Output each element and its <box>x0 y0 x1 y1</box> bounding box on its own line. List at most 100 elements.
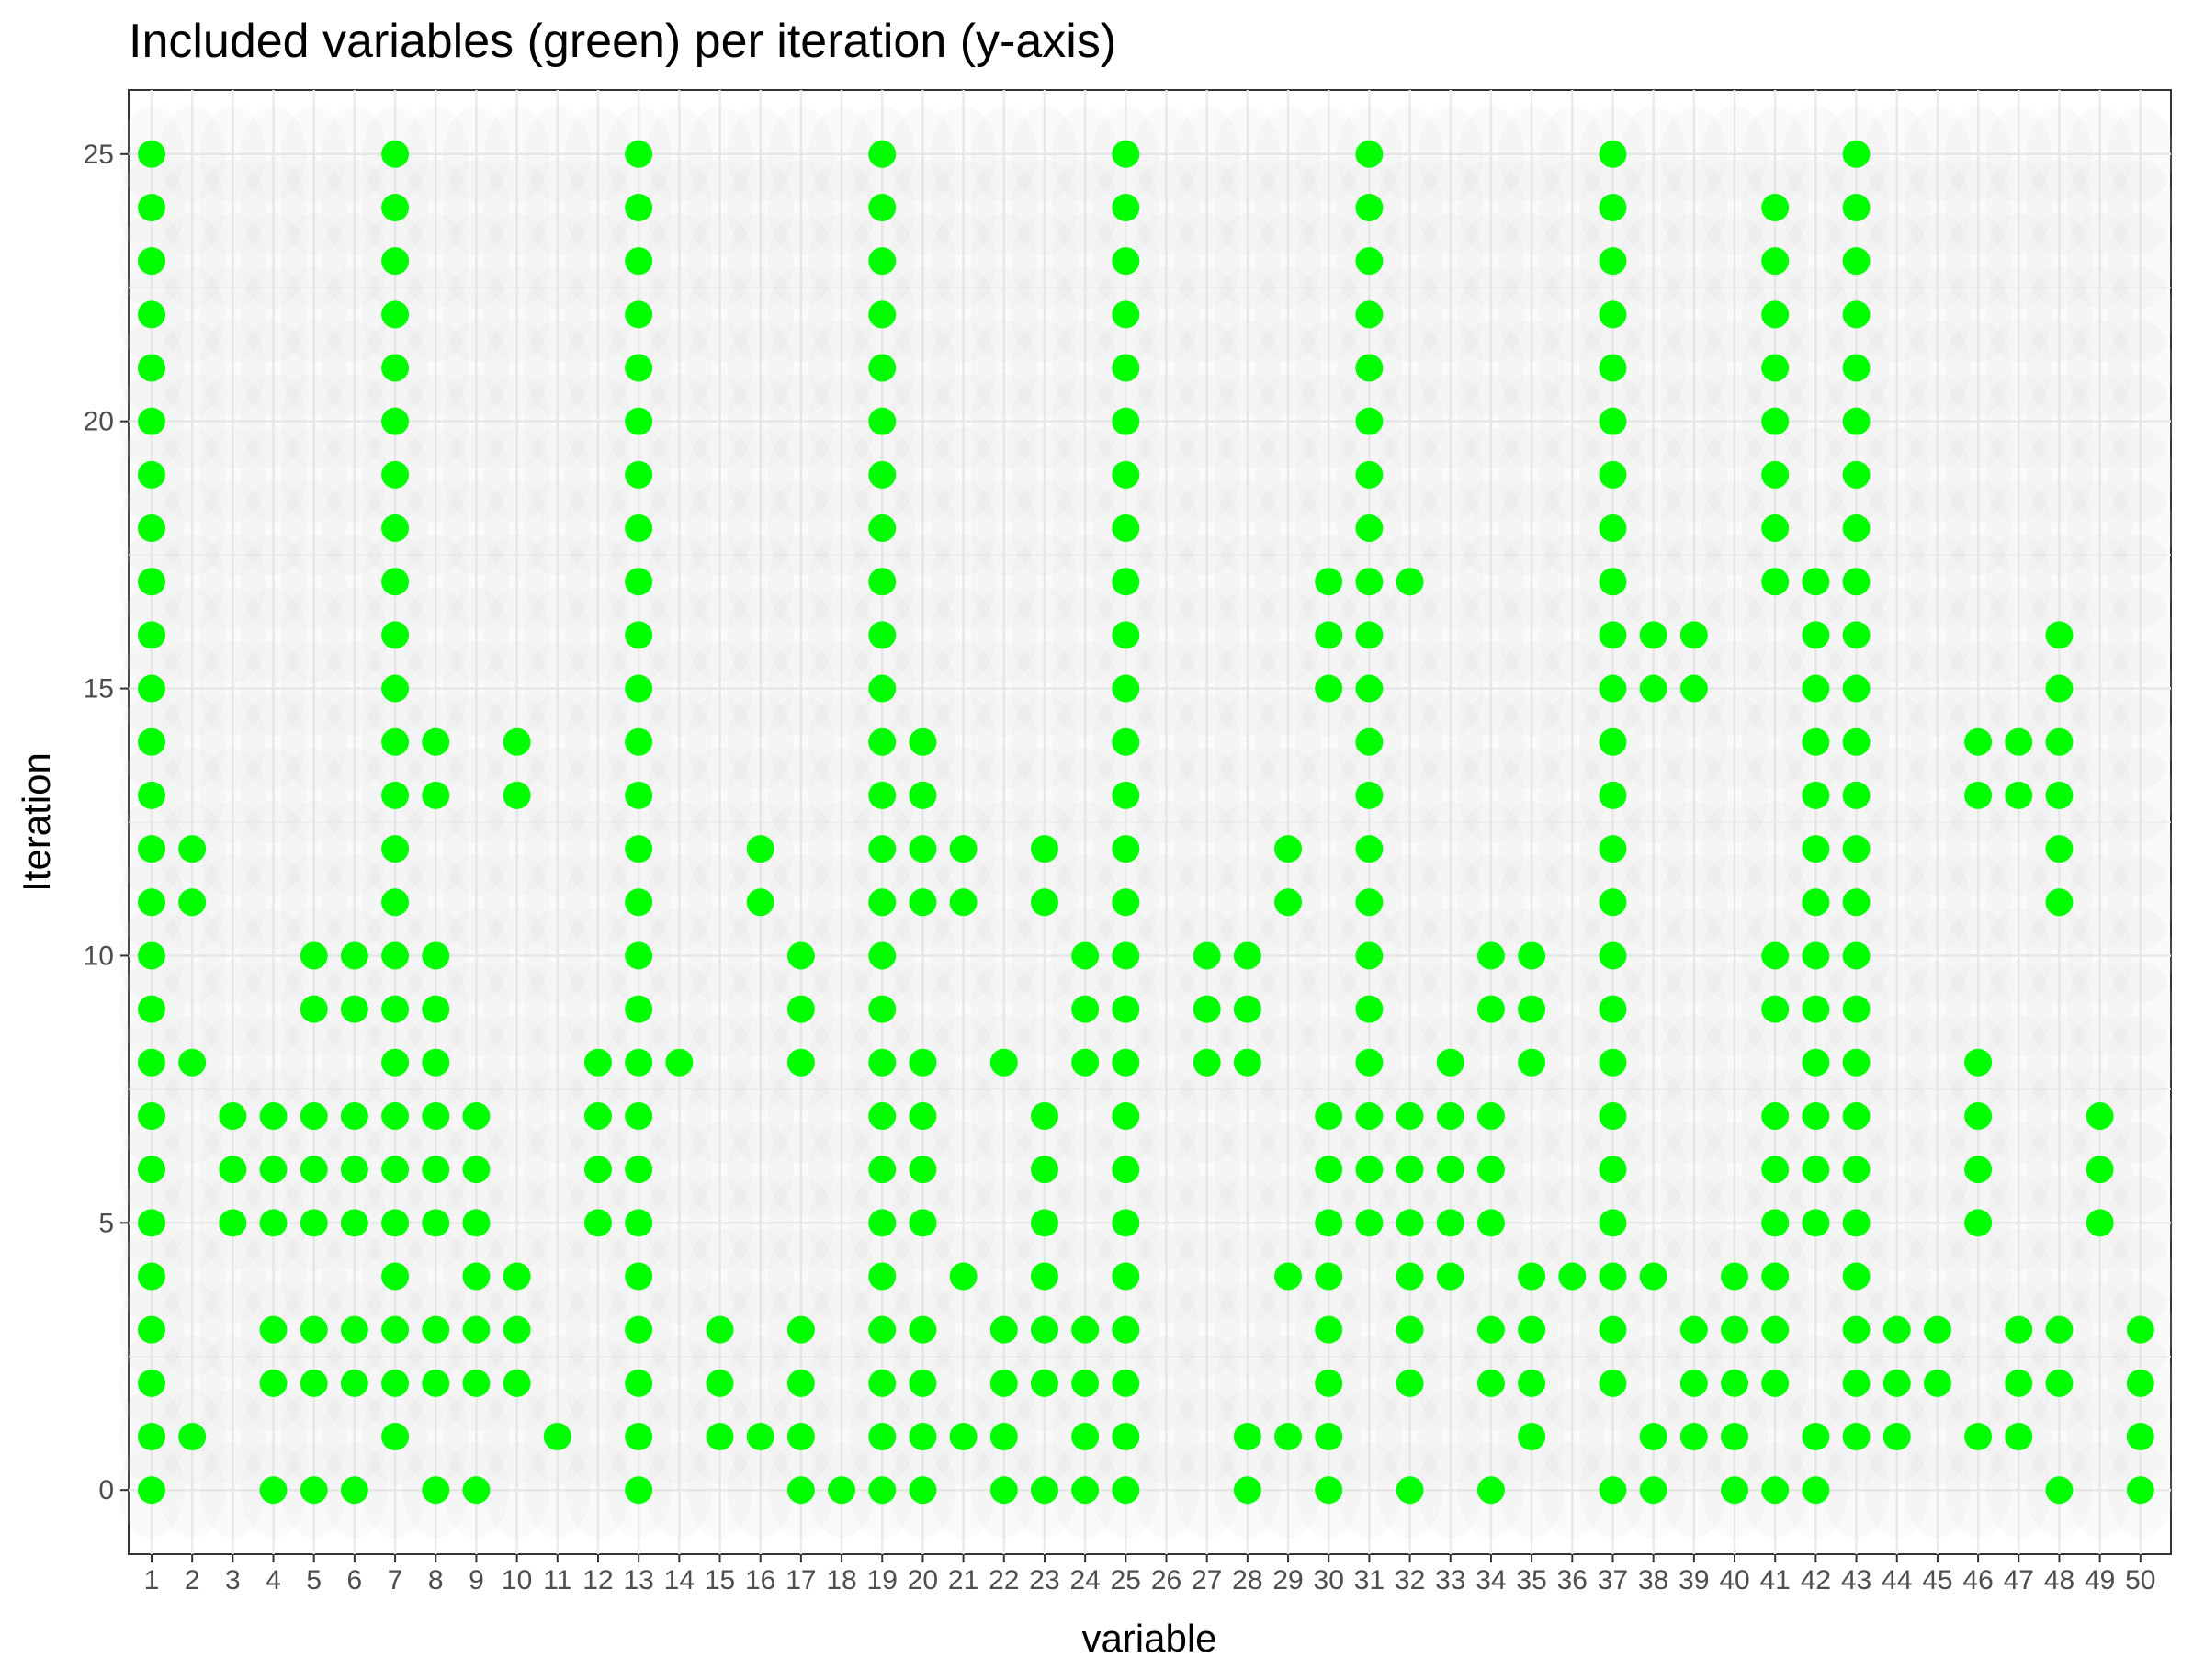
included-point <box>219 1101 247 1130</box>
background-point <box>1985 266 2052 363</box>
background-point <box>930 640 997 737</box>
background-point <box>646 373 713 469</box>
included-point <box>625 781 653 809</box>
included-point <box>1842 1209 1871 1237</box>
background-point <box>280 213 347 310</box>
background-point <box>524 908 591 1004</box>
included-point <box>381 1101 410 1130</box>
included-point <box>138 1048 165 1077</box>
background-point <box>564 854 631 951</box>
included-point <box>1802 835 1830 863</box>
background-point <box>1336 1442 1403 1539</box>
background-point <box>280 1389 347 1485</box>
included-point <box>381 193 410 221</box>
background-point <box>808 1389 876 1485</box>
background-point <box>1417 426 1484 523</box>
background-point <box>1133 480 1200 577</box>
background-point <box>1498 587 1566 683</box>
x-tick-label: 47 <box>2004 1565 2034 1595</box>
background-point <box>1985 106 2052 202</box>
background-point <box>2107 320 2174 416</box>
included-point <box>868 354 897 382</box>
background-point <box>1620 1122 1687 1218</box>
included-point <box>1761 1262 1790 1291</box>
included-point <box>1964 1101 1993 1130</box>
included-point <box>1030 1101 1058 1130</box>
background-point <box>2066 106 2133 202</box>
background-point <box>1904 801 1971 897</box>
included-point <box>1639 1262 1667 1291</box>
included-point <box>625 1476 653 1505</box>
background-point <box>199 1281 266 1378</box>
included-point <box>1639 1476 1667 1505</box>
included-point <box>1355 835 1384 863</box>
included-point <box>422 1315 450 1344</box>
included-point <box>1599 300 1627 329</box>
included-point <box>786 1369 815 1397</box>
background-point <box>1660 1122 1727 1218</box>
background-point <box>727 1175 794 1271</box>
background-point <box>321 266 388 363</box>
x-tick-label: 12 <box>582 1565 613 1595</box>
background-point <box>199 747 266 843</box>
background-point <box>1945 587 2012 683</box>
background-point <box>524 159 591 255</box>
background-point <box>1904 1389 1971 1485</box>
included-point <box>2045 1369 2074 1397</box>
background-point <box>1985 373 2052 469</box>
included-point <box>2045 835 2074 863</box>
background-point <box>321 480 388 577</box>
background-point <box>1620 801 1687 897</box>
included-point <box>1882 1423 1911 1451</box>
background-point <box>767 159 834 255</box>
background-point <box>1498 747 1566 843</box>
background-point <box>727 213 794 310</box>
included-point <box>1599 1101 1627 1130</box>
background-point <box>1457 373 1524 469</box>
background-point <box>524 213 591 310</box>
background-point <box>1214 159 1281 255</box>
background-point <box>564 1442 631 1539</box>
background-point <box>889 534 956 630</box>
included-point <box>1558 1262 1587 1291</box>
background-point <box>1620 1014 1687 1111</box>
background-point <box>443 747 510 843</box>
background-point <box>1539 908 1606 1004</box>
included-point <box>1599 835 1627 863</box>
background-point <box>970 1175 1037 1271</box>
included-point <box>381 247 410 276</box>
x-tick-label: 17 <box>786 1565 816 1595</box>
included-point <box>1518 1423 1546 1451</box>
included-point <box>422 1101 450 1130</box>
included-point <box>1030 1315 1058 1344</box>
included-point <box>1761 193 1790 221</box>
background-points <box>119 106 2174 1539</box>
background-point <box>1660 266 1727 363</box>
included-point <box>1476 1101 1505 1130</box>
background-point <box>1173 320 1240 416</box>
included-point <box>422 1476 450 1505</box>
background-point <box>727 320 794 416</box>
background-point <box>483 1389 550 1485</box>
background-point <box>1173 213 1240 310</box>
background-point <box>483 587 550 683</box>
background-point <box>564 693 631 790</box>
background-point <box>808 1335 876 1431</box>
included-point <box>138 1209 165 1237</box>
background-point <box>970 106 1037 202</box>
background-point <box>1295 159 1362 255</box>
included-point <box>1355 1048 1384 1077</box>
x-tick-label: 2 <box>185 1565 200 1595</box>
background-point <box>1904 159 1971 255</box>
background-point <box>1133 534 1200 630</box>
background-point <box>2066 1228 2133 1325</box>
background-point <box>727 373 794 469</box>
included-point <box>1842 727 1871 756</box>
included-point <box>1761 514 1790 543</box>
background-point <box>1863 480 1930 577</box>
background-point <box>159 1175 226 1271</box>
background-point <box>1742 1014 1809 1111</box>
background-point <box>1214 747 1281 843</box>
x-tick-label: 29 <box>1272 1565 1303 1595</box>
included-point <box>2126 1423 2154 1451</box>
